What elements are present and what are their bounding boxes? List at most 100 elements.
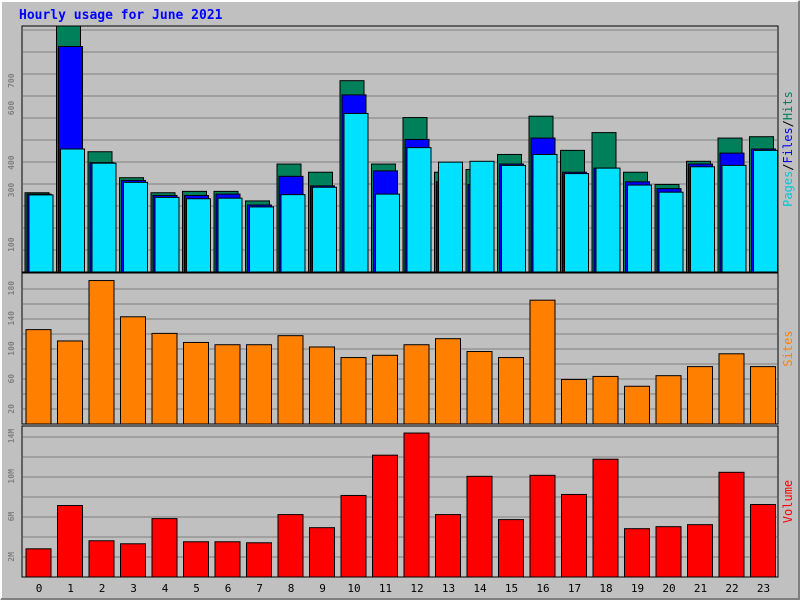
y-tick-label: 60 [7,374,16,384]
bar-pages [91,162,117,273]
bar-sites [561,378,587,425]
x-tick-label: 8 [288,582,295,595]
bar-pages [753,149,778,273]
bar-sites [25,329,52,425]
bar-pages [249,206,274,273]
chart-title: Hourly usage for June 2021 [19,8,223,23]
bar-sites [151,332,178,425]
bar-volume [498,519,524,578]
x-tick-label: 13 [442,582,455,595]
bar-sites [466,351,493,425]
side-label: Sites [781,330,795,366]
x-tick-label: 5 [193,582,200,595]
x-tick-label: 7 [256,582,263,595]
bar-volume [403,432,430,578]
bar-pages [406,147,432,273]
bar-sites [403,344,430,425]
y-tick-label: 20 [7,404,16,414]
y-tick-label: 6M [7,512,16,522]
bar-volume [340,494,367,578]
bar-volume [372,454,398,578]
y-tick-label: 180 [7,281,16,296]
bar-volume [309,527,335,578]
x-tick-label: 6 [225,582,232,595]
bar-pages [217,197,243,273]
y-tick-label: 100 [7,341,16,356]
plot-area [21,425,779,578]
bar-sites [88,280,115,425]
bar-pages [186,198,211,273]
bar-pages [375,193,400,273]
bar-pages [343,112,369,273]
x-tick-label: 2 [99,582,106,595]
x-tick-label: 15 [505,582,518,595]
chart-panels: 100300400600700Pages/Files/Hits206010014… [7,25,795,595]
y-tick-label: 10M [7,469,16,484]
x-tick-label: 0 [36,582,43,595]
side-label-segment: / [781,120,795,127]
bar-sites [655,375,682,425]
y-tick-label: 700 [7,73,16,88]
bar-pages [60,148,85,273]
bar-sites [277,335,304,425]
bar-sites [183,341,209,425]
bar-pages [658,191,684,273]
x-tick-label: 17 [568,582,581,595]
x-tick-label: 9 [319,582,326,595]
bar-sites [687,366,713,425]
y-tick-label: 14M [7,429,16,444]
bar-volume [655,526,682,578]
x-tick-label: 10 [347,582,360,595]
bar-sites [214,344,241,425]
y-tick-label: 2M [7,552,16,562]
bar-sites [498,357,524,425]
y-tick-label: 100 [7,237,16,252]
bar-pages [721,164,747,273]
y-tick-label: 140 [7,311,16,326]
bar-sites [309,346,335,425]
bar-pages [532,153,558,273]
bar-volume [88,540,115,578]
x-tick-label: 4 [162,582,169,595]
x-tick-label: 16 [536,582,549,595]
bar-sites [246,344,272,425]
bar-pages [154,196,180,273]
x-tick-label: 14 [473,582,487,595]
x-tick-label: 3 [130,582,137,595]
bar-sites [57,340,83,425]
bar-sites [340,357,367,425]
bar-pages [280,194,306,273]
side-label-segment: Hits [781,91,795,120]
x-tick-label: 18 [599,582,612,595]
bar-volume [246,542,272,578]
bar-volume [183,541,209,578]
bar-pages [690,166,715,273]
x-tick-label: 23 [757,582,770,595]
bar-volume [151,518,178,578]
bar-volume [435,514,461,578]
bar-volume [277,514,304,578]
bar-pages [564,173,589,273]
bar-volume [687,524,713,578]
y-tick-label: 400 [7,155,16,170]
x-tick-label: 1 [67,582,74,595]
x-tick-label: 19 [631,582,644,595]
bar-volume [120,543,146,578]
side-label-segment: Volume [781,480,795,523]
x-tick-label: 11 [379,582,392,595]
bar-volume [592,458,619,578]
bar-sites [372,354,398,425]
bar-sites [750,366,776,425]
bar-volume [529,474,556,578]
bar-sites [718,353,745,425]
bar-volume [214,541,241,578]
side-label-segment: Sites [781,330,795,366]
bar-pages [312,186,337,273]
x-tick-label: 12 [410,582,423,595]
bar-volume [561,493,587,578]
side-label-segment: Files [781,127,795,163]
